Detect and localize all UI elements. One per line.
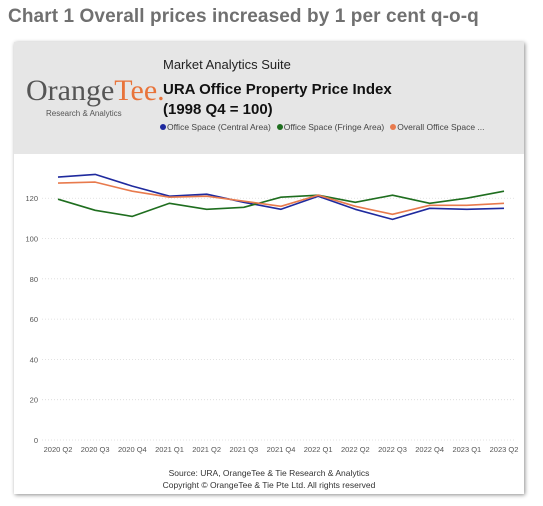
logo-wordmark: OrangeTee. <box>26 74 165 107</box>
x-tick-label: 2020 Q3 <box>81 445 110 454</box>
y-tick-label: 60 <box>30 315 38 324</box>
series-line-3[interactable] <box>57 181 505 216</box>
logo-subtitle: Research & Analytics <box>46 109 122 118</box>
y-tick-label: 40 <box>30 355 38 364</box>
x-tick-label: 2021 Q3 <box>229 445 258 454</box>
x-tick-label: 2023 Q2 <box>490 445 519 454</box>
line-chart[interactable]: 0 20 40 60 80 100 120 2020 Q2 2020 Q3 2020 Q4 2021… <box>14 154 524 466</box>
x-tick-label: 2022 Q3 <box>378 445 407 454</box>
legend-item-3[interactable]: Overall Office Space ... <box>390 122 485 132</box>
chart-header: OrangeTee. Research & Analytics Market A… <box>14 42 524 154</box>
y-tick-label: 120 <box>25 194 38 203</box>
y-tick-label: 20 <box>30 396 38 405</box>
series-line-2[interactable] <box>57 190 505 218</box>
suite-name: Market Analytics Suite <box>163 57 291 72</box>
chart-footer: Source: URA, OrangeTee & Tie Research & … <box>14 467 524 491</box>
source-note: Source: URA, OrangeTee & Tie Research & … <box>168 468 370 478</box>
x-tick-label: 2022 Q4 <box>415 445 444 454</box>
legend-dot-icon <box>160 124 166 130</box>
legend-dot-icon <box>276 124 283 130</box>
chart-card: OrangeTee. Research & Analytics Market A… <box>14 42 524 494</box>
legend-label: Office Space (Central Area) <box>167 122 271 132</box>
legend-item-2[interactable]: Office Space (Fringe Area) <box>276 122 385 132</box>
legend-dot-icon <box>390 124 397 130</box>
legend-label: Overall Office Space ... <box>397 122 485 132</box>
x-tick-label: 2022 Q1 <box>304 445 333 454</box>
x-tick-label: 2021 Q2 <box>192 445 221 454</box>
x-tick-label: 2021 Q4 <box>267 445 296 454</box>
copyright-note: Copyright © OrangeTee & Tie Pte Ltd. All… <box>162 480 376 490</box>
series-line-1[interactable] <box>57 173 505 221</box>
y-tick-label: 80 <box>30 275 38 284</box>
y-tick-label: 100 <box>25 235 38 244</box>
x-tick-label: 2022 Q2 <box>341 445 370 454</box>
orangetee-logo: OrangeTee. Research & Analytics <box>26 74 165 119</box>
x-tick-label: 2020 Q2 <box>44 445 73 454</box>
chart-title: URA Office Property Price Index (1998 Q4… <box>163 81 392 118</box>
x-tick-label: 2020 Q4 <box>118 445 147 454</box>
legend-item-1[interactable]: Office Space (Central Area) <box>160 122 271 132</box>
y-tick-label: 0 <box>34 436 38 445</box>
x-tick-label: 2023 Q1 <box>452 445 481 454</box>
page-title: Chart 1 Overall prices increased by 1 pe… <box>8 6 479 27</box>
legend-label: Office Space (Fringe Area) <box>283 122 385 132</box>
x-tick-label: 2021 Q1 <box>155 445 184 454</box>
chart-legend[interactable]: Office Space (Central Area) Office Space … <box>160 122 524 132</box>
